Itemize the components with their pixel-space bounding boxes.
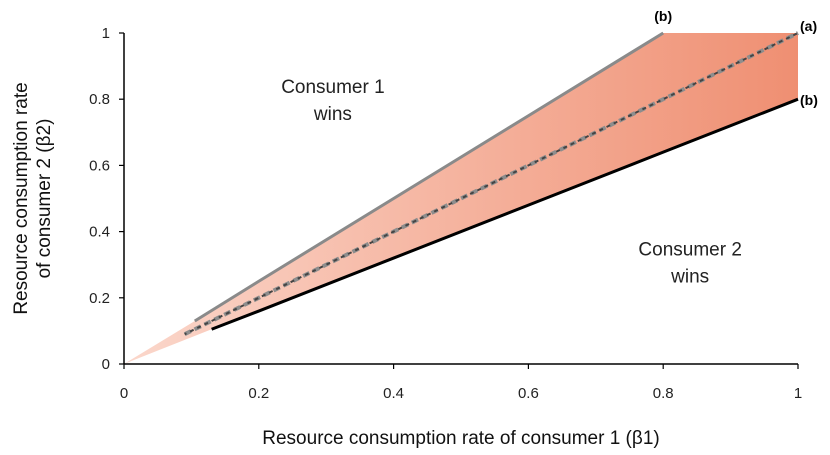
boundary-line-a-halo <box>183 31 799 337</box>
x-axis-label: Resource consumption rate of consumer 1 … <box>262 428 659 449</box>
x-tick-label: 0.8 <box>653 385 674 402</box>
y-axis-label-line1: Resource consumption rate <box>11 82 32 314</box>
y-tick-label: 0.6 <box>89 157 110 174</box>
boundary-line-a <box>184 32 799 336</box>
y-tick-label: 0.8 <box>89 91 110 108</box>
curve-label-b-lower: (b) <box>800 92 818 108</box>
consumer-1-wins-label: Consumer 1 <box>281 77 385 98</box>
consumer-1-wins-label-line2: wins <box>313 104 352 125</box>
x-tick-label: 0 <box>120 385 128 402</box>
y-tick-label: 0.4 <box>89 224 110 241</box>
y-axis-label: Resource consumption rate of consumer 2 … <box>11 82 55 314</box>
x-tick-label: 1 <box>794 385 802 402</box>
consumer-2-wins-label: Consumer 2 <box>638 239 742 260</box>
curve-label-a: (a) <box>800 18 817 34</box>
y-tick-label: 1 <box>102 25 110 42</box>
y-axis-label-line2: of consumer 2 (β2) <box>34 119 55 279</box>
y-tick-label: 0 <box>102 356 110 373</box>
curve-label-b-upper: (b) <box>654 8 672 24</box>
boundary-line-b-upper <box>193 31 664 323</box>
boundary-line-b-lower <box>211 97 799 331</box>
y-tick-label: 0.2 <box>89 290 110 307</box>
x-tick-label: 0.6 <box>518 385 539 402</box>
x-tick-label: 0.2 <box>248 385 269 402</box>
consumer-2-wins-label-line2: wins <box>670 266 709 287</box>
x-tick-label: 0.4 <box>383 385 404 402</box>
